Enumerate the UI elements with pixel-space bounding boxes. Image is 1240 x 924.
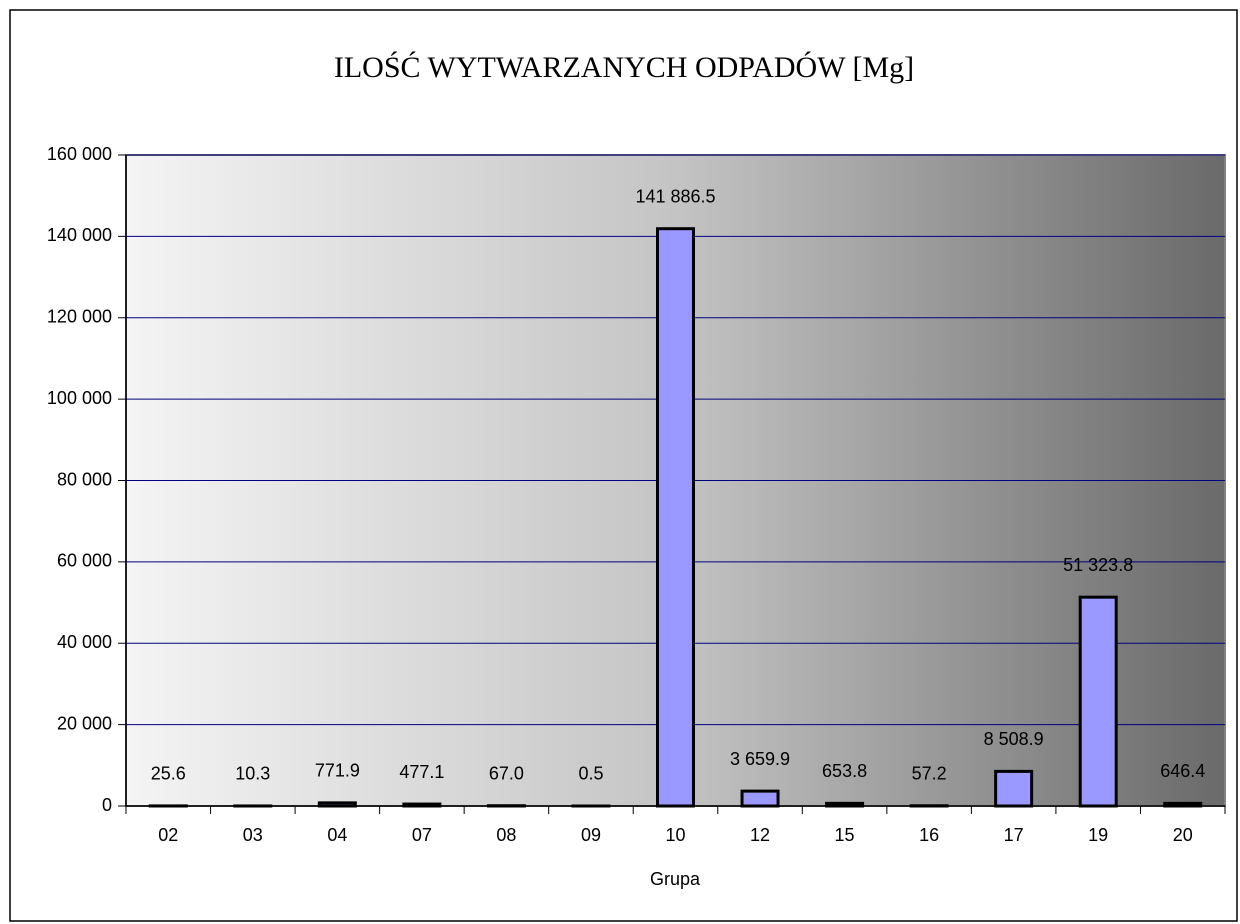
x-tick-label: 20	[1173, 825, 1193, 845]
y-tick-label: 0	[102, 795, 112, 815]
x-tick-label: 02	[158, 825, 178, 845]
y-tick-label: 20 000	[57, 713, 112, 733]
data-label: 10.3	[235, 764, 270, 784]
x-tick-label: 03	[243, 825, 263, 845]
y-tick-label: 140 000	[47, 225, 112, 245]
y-tick-label: 160 000	[47, 144, 112, 164]
x-tick-label: 08	[496, 825, 516, 845]
x-tick-label: 16	[919, 825, 939, 845]
data-label: 653.8	[822, 761, 867, 781]
bar	[402, 802, 442, 808]
bar	[994, 769, 1034, 808]
data-label: 3 659.9	[730, 749, 790, 769]
data-label: 477.1	[399, 762, 444, 782]
x-tick-label: 04	[327, 825, 347, 845]
x-tick-label: 17	[1004, 825, 1024, 845]
data-label: 771.9	[315, 761, 360, 781]
x-tick-label: 07	[412, 825, 432, 845]
data-label: 57.2	[912, 764, 947, 784]
x-tick-label: 12	[750, 825, 770, 845]
data-label: 8 508.9	[984, 729, 1044, 749]
data-label: 0.5	[578, 764, 603, 784]
bar	[317, 801, 357, 808]
y-tick-label: 80 000	[57, 469, 112, 489]
x-tick-label: 15	[835, 825, 855, 845]
bar	[825, 801, 865, 808]
bar	[656, 227, 695, 808]
data-label: 25.6	[151, 764, 186, 784]
bar	[740, 789, 780, 808]
data-label: 51 323.8	[1063, 555, 1133, 575]
bar	[1163, 801, 1203, 808]
x-axis-label: Grupa	[650, 869, 701, 889]
x-tick-label: 19	[1088, 825, 1108, 845]
y-tick-label: 120 000	[47, 307, 112, 327]
chart-title: ILOŚĆ WYTWARZANYCH ODPADÓW [Mg]	[334, 51, 914, 84]
data-label: 646.4	[1160, 761, 1205, 781]
y-tick-label: 100 000	[47, 388, 112, 408]
y-tick-label: 60 000	[57, 551, 112, 571]
x-tick-label: 09	[581, 825, 601, 845]
bar	[1078, 595, 1118, 808]
data-label: 141 886.5	[635, 186, 715, 206]
y-tick-label: 40 000	[57, 632, 112, 652]
data-label: 67.0	[489, 763, 524, 783]
x-tick-label: 10	[665, 825, 685, 845]
